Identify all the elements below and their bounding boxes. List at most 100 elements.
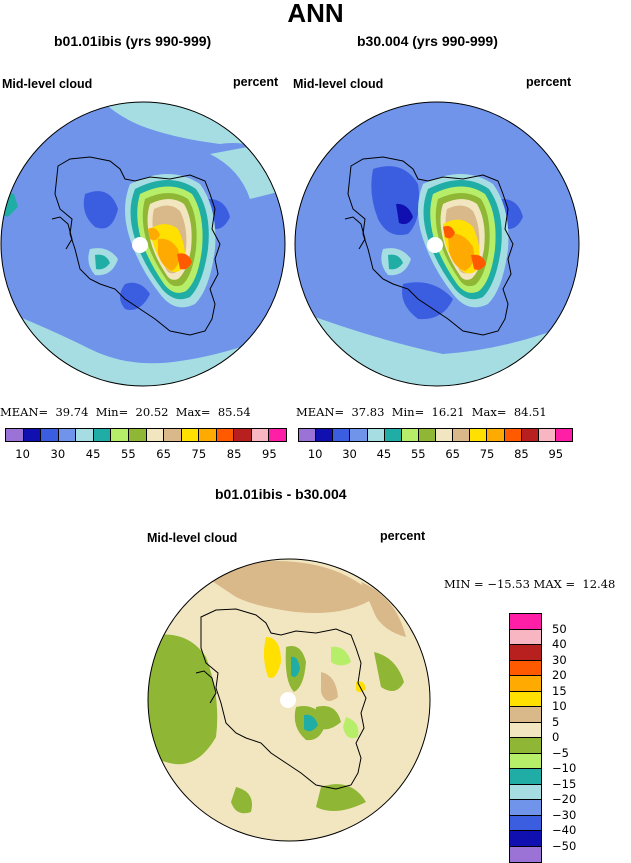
panel2-field-label: Mid-level cloud [293, 77, 384, 91]
panel2-case-title: b30.004 (yrs 990-999) [357, 33, 498, 49]
colorbar-swatch [510, 846, 541, 862]
colorbar-tick-label: 40 [552, 637, 567, 651]
colorbar-tick-label: 30 [342, 447, 357, 461]
colorbar-swatch [510, 645, 541, 661]
colorbar-swatch [384, 429, 402, 441]
colorbar-tick-label: 10 [552, 699, 567, 713]
colorbar-swatch [199, 429, 217, 441]
colorbar-swatch [58, 429, 77, 441]
colorbar-swatch [418, 429, 436, 441]
colorbar-tick-label: 65 [156, 447, 171, 461]
colorbar-swatch [436, 429, 454, 441]
colorbar-swatch [333, 429, 351, 441]
colorbar-swatch [367, 429, 385, 441]
colorbar-swatch [76, 429, 94, 441]
colorbar-swatch [510, 831, 541, 847]
colorbar-tick-label: 30 [552, 652, 567, 667]
colorbar-tick-label: 95 [262, 447, 277, 461]
colorbar-swatch [93, 429, 112, 441]
colorbar-swatch [487, 429, 505, 441]
colorbar-swatch [510, 753, 541, 769]
colorbar-swatch [164, 429, 182, 441]
colorbar-swatch [111, 429, 129, 441]
diff-field-label: Mid-level cloud [147, 531, 238, 545]
colorbar-tick-label: 95 [548, 447, 564, 461]
colorbar-tick-label: 0 [552, 730, 560, 744]
colorbar-swatch [128, 429, 147, 441]
colorbar-tick-label: 5 [552, 714, 560, 729]
colorbar-swatch [510, 815, 541, 831]
panel1-colorbar [5, 428, 287, 442]
colorbar-tick-label: 75 [479, 447, 495, 461]
colorbar-tick-label: 85 [226, 447, 242, 461]
diff-polar-map [147, 558, 431, 842]
colorbar-tick-label: 45 [376, 447, 392, 461]
colorbar-tick-label: −30 [552, 807, 577, 822]
colorbar-swatch [453, 429, 471, 441]
colorbar-swatch [6, 429, 24, 441]
colorbar-swatch [299, 429, 317, 441]
colorbar-swatch [510, 738, 541, 754]
colorbar-swatch [470, 429, 488, 441]
colorbar-swatch [538, 429, 556, 441]
colorbar-swatch [510, 660, 541, 676]
panel2-stats: MEAN= 37.83 Min= 16.21 Max= 84.51 [296, 405, 547, 419]
colorbar-swatch [510, 614, 541, 630]
colorbar-tick-label: 10 [15, 447, 30, 461]
panel2-colorbar [298, 428, 573, 442]
colorbar-swatch [510, 800, 541, 816]
colorbar-tick-label: −40 [552, 823, 577, 837]
colorbar-tick-label: −10 [552, 761, 577, 775]
panel1-case-title: b01.01ibis (yrs 990-999) [54, 33, 212, 49]
panel2-units-label: percent [526, 75, 572, 89]
colorbar-tick-label: 85 [514, 447, 529, 461]
colorbar-swatch [350, 429, 368, 441]
panel1-units-label: percent [233, 75, 279, 89]
diff-units-label: percent [380, 529, 426, 543]
diff-stats: MIN = −15.53 MAX = 12.48 [444, 577, 616, 591]
diff-colorbar-labels: 50 40 30 20 15 10 5 0 −5 −10 −15 −20 −30 −40 −50 [552, 613, 592, 853]
colorbar-tick-label: 65 [445, 447, 461, 461]
colorbar-tick-label: −5 [552, 745, 569, 760]
colorbar-swatch [510, 707, 541, 723]
colorbar-tick-label: 75 [191, 447, 207, 461]
panel2-polar-map [294, 101, 580, 387]
page-title: ANN [287, 0, 344, 28]
panel1-polar-map [0, 101, 286, 387]
colorbar-swatch [41, 429, 59, 441]
colorbar-tick-label: 50 [552, 621, 567, 636]
colorbar-swatch [23, 429, 42, 441]
colorbar-swatch [510, 722, 541, 738]
colorbar-tick-label: −50 [552, 838, 577, 853]
colorbar-swatch [510, 676, 541, 692]
panel1-field-label: Mid-level cloud [2, 77, 93, 91]
panel1-stats: MEAN= 39.74 Min= 20.52 Max= 85.54 [0, 405, 251, 419]
colorbar-swatch [181, 429, 200, 441]
panel2-colorbar-labels: 10 30 45 55 65 75 85 95 [298, 447, 573, 461]
colorbar-swatch [316, 429, 334, 441]
colorbar-swatch [146, 429, 165, 441]
colorbar-swatch [510, 784, 541, 800]
colorbar-tick-label: 55 [410, 447, 426, 461]
colorbar-tick-label: 20 [552, 668, 567, 682]
colorbar-swatch [504, 429, 522, 441]
colorbar-swatch [269, 429, 286, 441]
panel1-colorbar-labels: 10 30 45 55 65 75 85 95 [5, 447, 287, 461]
colorbar-swatch [216, 429, 235, 441]
colorbar-tick-label: 45 [85, 447, 101, 461]
colorbar-swatch [510, 691, 541, 707]
colorbar-tick-label: −15 [552, 776, 577, 791]
colorbar-tick-label: 55 [121, 447, 136, 461]
colorbar-swatch [234, 429, 252, 441]
colorbar-swatch [510, 769, 541, 785]
colorbar-swatch [510, 629, 541, 645]
colorbar-swatch [251, 429, 270, 441]
colorbar-swatch [401, 429, 419, 441]
colorbar-tick-label: 15 [552, 683, 567, 698]
diff-colorbar [509, 613, 542, 863]
colorbar-swatch [555, 429, 572, 441]
colorbar-tick-label: 30 [50, 447, 66, 461]
diff-title: b01.01ibis - b30.004 [215, 486, 347, 502]
colorbar-swatch [521, 429, 539, 441]
colorbar-tick-label: 10 [307, 447, 323, 461]
